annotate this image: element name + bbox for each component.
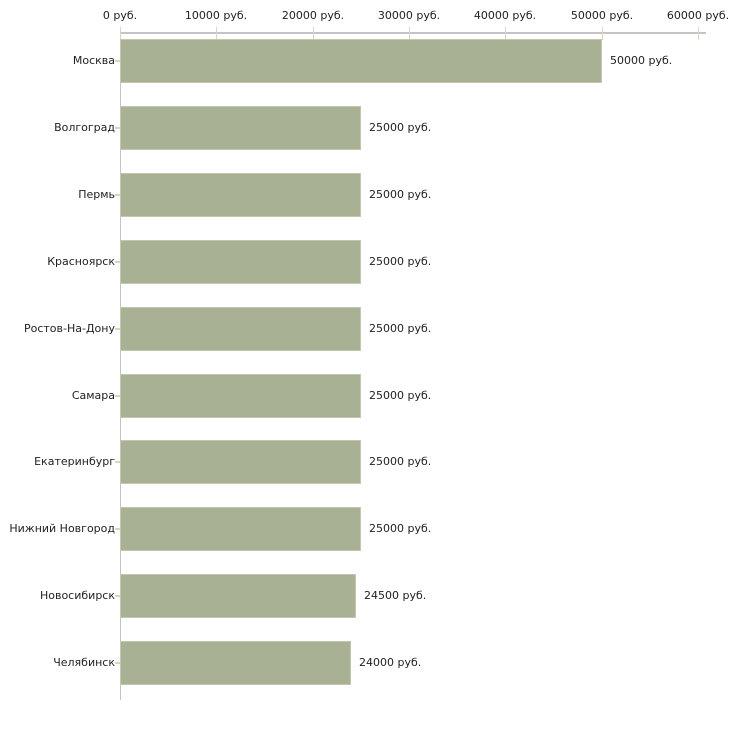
x-axis-tick-label: 40000 руб. <box>473 9 537 22</box>
x-axis-tick-mark <box>602 27 603 40</box>
y-axis-line <box>120 32 121 700</box>
value-label: 24500 руб. <box>364 589 427 602</box>
x-axis-tick-label: 30000 руб. <box>377 9 441 22</box>
value-label: 25000 руб. <box>369 121 432 134</box>
value-label: 25000 руб. <box>369 522 432 535</box>
y-axis-tick-mark <box>115 261 120 263</box>
x-axis-tick-mark <box>505 27 506 40</box>
category-label: Екатеринбург <box>34 455 115 468</box>
y-axis-tick-mark <box>115 662 120 664</box>
bar <box>120 641 351 685</box>
category-label: Красноярск <box>47 255 115 268</box>
value-label: 25000 руб. <box>369 455 432 468</box>
category-label: Нижний Новгород <box>9 522 115 535</box>
y-axis-tick-mark <box>115 461 120 463</box>
value-label: 24000 руб. <box>359 656 422 669</box>
x-axis-tick-mark <box>216 27 217 40</box>
x-axis-tick-label: 10000 руб. <box>184 9 248 22</box>
x-axis-tick-label: 50000 руб. <box>570 9 634 22</box>
x-axis-tick-label: 20000 руб. <box>281 9 345 22</box>
value-label: 50000 руб. <box>610 54 673 67</box>
y-axis-tick-mark <box>115 595 120 597</box>
y-axis-tick-mark <box>115 194 120 196</box>
category-label: Волгоград <box>54 121 115 134</box>
value-label: 25000 руб. <box>369 188 432 201</box>
bar <box>120 106 361 150</box>
x-axis-line <box>120 32 706 34</box>
x-axis-tick-label: 0 руб. <box>102 9 138 22</box>
y-axis-tick-mark <box>115 127 120 129</box>
bar <box>120 440 361 484</box>
bar <box>120 240 361 284</box>
x-axis-tick-mark <box>313 27 314 40</box>
category-label: Ростов-На-Дону <box>23 322 115 335</box>
bar <box>120 39 602 83</box>
x-axis-tick-mark <box>120 27 121 40</box>
x-axis-tick-mark <box>698 27 699 40</box>
x-axis-tick-label: 60000 руб. <box>666 9 730 22</box>
value-label: 25000 руб. <box>369 255 432 268</box>
value-label: 25000 руб. <box>369 322 432 335</box>
y-axis-tick-mark <box>115 528 120 530</box>
y-axis-tick-mark <box>115 328 120 330</box>
category-label: Москва <box>72 54 115 67</box>
bar <box>120 574 356 618</box>
category-label: Новосибирск <box>39 589 115 602</box>
bar <box>120 307 361 351</box>
bar <box>120 173 361 217</box>
bar <box>120 374 361 418</box>
y-axis-tick-mark <box>115 60 120 62</box>
category-label: Самара <box>71 389 115 402</box>
category-label: Челябинск <box>53 656 115 669</box>
category-label: Пермь <box>78 188 115 201</box>
bar <box>120 507 361 551</box>
y-axis-tick-mark <box>115 395 120 397</box>
x-axis-tick-mark <box>409 27 410 40</box>
value-label: 25000 руб. <box>369 389 432 402</box>
